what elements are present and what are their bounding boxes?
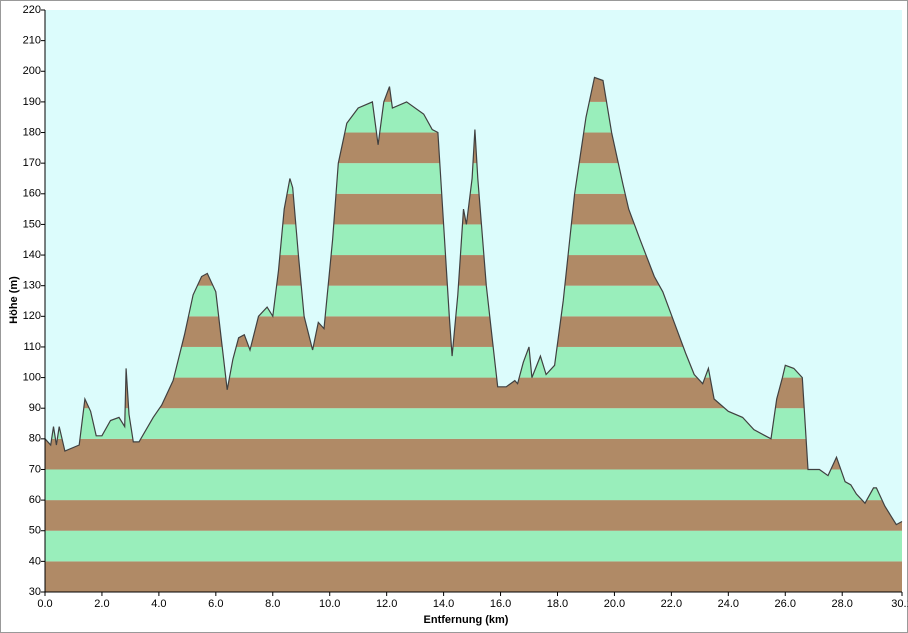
y-tick-label: 50 bbox=[29, 525, 41, 537]
y-tick-label: 30 bbox=[29, 586, 41, 598]
x-tick-label: 24.0 bbox=[718, 598, 739, 610]
y-axis-title: Höhe (m) bbox=[8, 276, 20, 324]
y-tick-label: 90 bbox=[29, 402, 41, 414]
band bbox=[45, 530, 902, 562]
y-tick-label: 210 bbox=[23, 35, 41, 47]
band bbox=[45, 561, 902, 592]
y-tick-label: 60 bbox=[29, 494, 41, 506]
y-tick-label: 40 bbox=[29, 555, 41, 567]
x-axis-title: Entfernung (km) bbox=[424, 614, 509, 626]
y-tick-label: 200 bbox=[23, 65, 41, 77]
x-tick-label: 12.0 bbox=[376, 598, 397, 610]
y-tick-label: 140 bbox=[23, 249, 41, 261]
y-tick-label: 220 bbox=[23, 4, 41, 16]
x-tick-label: 18.0 bbox=[547, 598, 568, 610]
x-tick-label: 28.0 bbox=[831, 598, 852, 610]
x-tick-label: 26.0 bbox=[775, 598, 796, 610]
band bbox=[45, 500, 902, 531]
y-tick-label: 100 bbox=[23, 371, 41, 383]
y-tick-label: 150 bbox=[23, 218, 41, 230]
x-tick-label: 20.0 bbox=[604, 598, 625, 610]
y-tick-label: 130 bbox=[23, 280, 41, 292]
x-tick-label: 4.0 bbox=[151, 598, 166, 610]
x-tick-label: 6.0 bbox=[208, 598, 223, 610]
x-tick-label: 8.0 bbox=[265, 598, 280, 610]
x-tick-label: 14.0 bbox=[433, 598, 454, 610]
y-tick-label: 160 bbox=[23, 188, 41, 200]
y-tick-label: 70 bbox=[29, 463, 41, 475]
y-tick-label: 80 bbox=[29, 433, 41, 445]
x-tick-label: 10.0 bbox=[319, 598, 340, 610]
band bbox=[45, 438, 902, 470]
elevation-line bbox=[44, 76, 903, 526]
x-tick-label: 16.0 bbox=[490, 598, 511, 610]
x-tick-label: 2.0 bbox=[94, 598, 109, 610]
y-tick-label: 120 bbox=[23, 310, 41, 322]
y-tick-label: 180 bbox=[23, 126, 41, 138]
y-tick-label: 190 bbox=[23, 96, 41, 108]
x-tick-label: 0.0 bbox=[37, 598, 52, 610]
y-tick-label: 170 bbox=[23, 157, 41, 169]
x-tick-label: 22.0 bbox=[661, 598, 682, 610]
band bbox=[45, 469, 902, 501]
y-tick-label: 110 bbox=[23, 341, 41, 353]
x-tick-label: 30.1 bbox=[891, 598, 908, 610]
